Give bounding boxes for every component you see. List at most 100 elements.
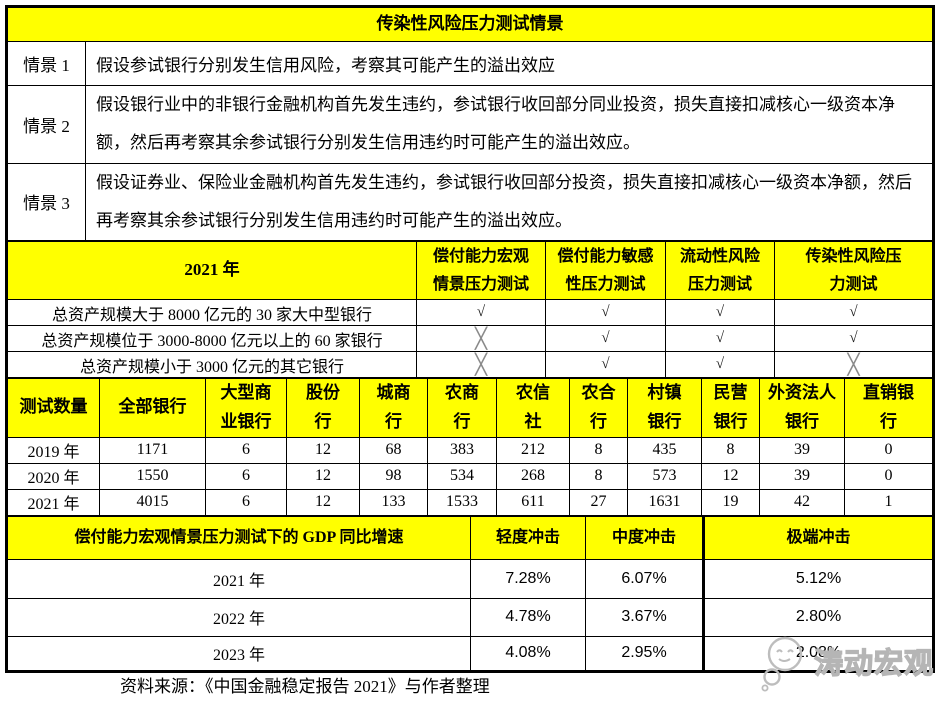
count-value: 611 [496, 488, 570, 516]
coverage-mark: √ [665, 351, 775, 378]
count-corner-header: 测试数量 [7, 378, 100, 438]
scenario-row: 情景 1 假设参试银行分别发生信用风险，考察其可能产生的溢出效应 [7, 41, 933, 86]
gdp-table: 偿付能力宏观情景压力测试下的 GDP 同比增速 轻度冲击 中度冲击 极端冲击 2… [7, 515, 933, 671]
count-col-header: 外资法人 银行 [759, 378, 845, 438]
coverage-col-header: 偿付能力宏观 情景压力测试 [416, 241, 546, 300]
coverage-table: 2021 年 偿付能力宏观 情景压力测试 偿付能力敏感 性压力测试 流动性风险 … [7, 241, 933, 378]
scenario-row: 情景 2 假设银行业中的非银行金融机构首先发生违约，参试银行收回部分同业投资，损… [7, 85, 933, 164]
count-value: 133 [359, 488, 428, 516]
bank-group-label: 总资产规模小于 3000 亿元的其它银行 [7, 351, 417, 378]
coverage-mark: √ [416, 299, 546, 326]
coverage-mark: √ [665, 299, 775, 326]
scenario-label: 情景 2 [7, 85, 86, 164]
count-value: 8 [569, 462, 628, 490]
coverage-row: 总资产规模小于 3000 亿元的其它银行 ╳ √ √ ╳ [7, 351, 933, 378]
count-row: 2021 年 4015 6 12 133 1533 611 27 1631 19… [7, 488, 933, 516]
count-value: 12 [286, 436, 360, 464]
coverage-col-header: 传染性风险压 力测试 [774, 241, 933, 300]
coverage-row: 总资产规模大于 8000 亿元的 30 家大中型银行 √ √ √ √ [7, 299, 933, 326]
watermark-text: 涛动宏观 [813, 647, 935, 680]
count-col-header: 大型商 业银行 [205, 378, 287, 438]
coverage-mark: √ [774, 299, 933, 326]
count-value: 383 [427, 436, 497, 464]
bank-group-label: 总资产规模大于 8000 亿元的 30 家大中型银行 [7, 299, 417, 326]
count-value: 68 [359, 436, 428, 464]
count-value: 435 [627, 436, 702, 464]
gdp-col-header: 轻度冲击 [470, 515, 586, 560]
count-value: 1631 [627, 488, 702, 516]
count-row: 2019 年 1171 6 12 68 383 212 8 435 8 39 0 [7, 436, 933, 464]
chat-bubble-logo-icon [758, 630, 814, 692]
coverage-mark: √ [545, 299, 666, 326]
scenario-text: 假设证券业、保险业金融机构首先发生违约，参试银行收回部分投资，损失直接扣减核心一… [85, 162, 933, 241]
coverage-col-header: 偿付能力敏感 性压力测试 [545, 241, 666, 300]
count-col-header: 股份 行 [286, 378, 360, 438]
scenario-text: 假设银行业中的非银行金融机构首先发生违约，参试银行收回部分同业投资，损失直接扣减… [85, 85, 933, 164]
count-value: 4015 [99, 488, 206, 516]
gdp-value: 5.12% [702, 558, 933, 599]
count-value: 39 [759, 436, 845, 464]
gdp-value: 4.08% [470, 635, 586, 671]
scenario-row: 情景 3 假设证券业、保险业金融机构首先发生违约，参试银行收回部分投资，损失直接… [7, 162, 933, 241]
count-year-label: 2021 年 [7, 488, 100, 516]
gdp-value: 4.78% [470, 597, 586, 637]
coverage-mark: ╳ [416, 351, 546, 378]
count-col-header: 全部银行 [99, 378, 206, 438]
count-col-header: 城商 行 [359, 378, 428, 438]
count-value: 1550 [99, 462, 206, 490]
count-value: 8 [569, 436, 628, 464]
count-value: 1171 [99, 436, 206, 464]
gdp-value: 2.95% [585, 635, 704, 671]
count-value: 0 [844, 462, 933, 490]
gdp-year-label: 2023 年 [7, 635, 471, 671]
scenario-label: 情景 3 [7, 162, 86, 241]
bank-group-label: 总资产规模位于 3000-8000 亿元以上的 60 家银行 [7, 325, 417, 352]
count-col-header: 直销银 行 [844, 378, 933, 438]
gdp-value: 6.07% [585, 558, 704, 599]
count-value: 42 [759, 488, 845, 516]
count-table: 测试数量 全部银行 大型商 业银行 股份 行 城商 行 农商 行 农信 社 农合… [7, 378, 933, 516]
gdp-row: 2022 年 4.78% 3.67% 2.80% [7, 597, 933, 637]
count-value: 19 [701, 488, 760, 516]
gdp-row: 2021 年 7.28% 6.07% 5.12% [7, 558, 933, 599]
count-value: 39 [759, 462, 845, 490]
count-col-header: 农商 行 [427, 378, 497, 438]
scenario-text: 假设参试银行分别发生信用风险，考察其可能产生的溢出效应 [85, 41, 933, 86]
gdp-year-label: 2022 年 [7, 597, 471, 637]
count-value: 98 [359, 462, 428, 490]
coverage-mark: √ [774, 325, 933, 352]
watermark: 涛动宏观 [758, 630, 934, 692]
count-value: 6 [205, 436, 287, 464]
coverage-mark: √ [665, 325, 775, 352]
coverage-mark: ╳ [416, 325, 546, 352]
count-col-header: 村镇 银行 [627, 378, 702, 438]
count-value: 0 [844, 436, 933, 464]
count-value: 12 [286, 462, 360, 490]
gdp-row: 2023 年 4.08% 2.95% 2.08% [7, 635, 933, 671]
count-value: 1533 [427, 488, 497, 516]
count-value: 573 [627, 462, 702, 490]
count-value: 1 [844, 488, 933, 516]
count-col-header: 农信 社 [496, 378, 570, 438]
coverage-row: 总资产规模位于 3000-8000 亿元以上的 60 家银行 ╳ √ √ √ [7, 325, 933, 352]
source-citation: 资料来源：《中国金融稳定报告 2021》与作者整理 [120, 677, 490, 696]
gdp-value: 2.80% [702, 597, 933, 637]
gdp-col-header: 极端冲击 [702, 515, 933, 560]
gdp-year-label: 2021 年 [7, 558, 471, 599]
count-col-header: 民营 银行 [701, 378, 760, 438]
coverage-mark: √ [545, 325, 666, 352]
gdp-col-header: 中度冲击 [585, 515, 704, 560]
count-value: 268 [496, 462, 570, 490]
scenario-label: 情景 1 [7, 41, 86, 86]
coverage-mark: ╳ [774, 351, 933, 378]
count-value: 12 [286, 488, 360, 516]
gdp-table-title: 偿付能力宏观情景压力测试下的 GDP 同比增速 [7, 515, 471, 560]
count-value: 27 [569, 488, 628, 516]
count-year-label: 2019 年 [7, 436, 100, 464]
tables-sheet: 传染性风险压力测试情景 情景 1 假设参试银行分别发生信用风险，考察其可能产生的… [5, 5, 935, 673]
count-value: 6 [205, 462, 287, 490]
count-value: 8 [701, 436, 760, 464]
gdp-value: 3.67% [585, 597, 704, 637]
count-value: 534 [427, 462, 497, 490]
